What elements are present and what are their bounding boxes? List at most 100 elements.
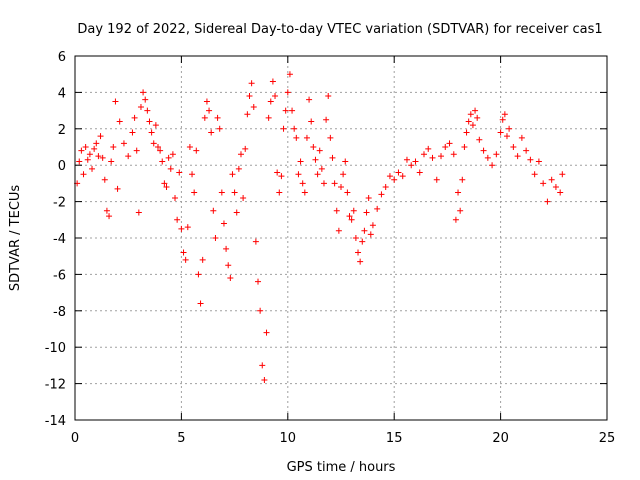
data-point (374, 205, 381, 212)
y-tick-label: -2 (53, 196, 66, 211)
data-point (355, 249, 362, 256)
data-point (216, 125, 223, 132)
data-point (559, 171, 566, 178)
data-point (535, 158, 542, 165)
data-point (201, 114, 208, 121)
data-point (152, 122, 159, 129)
data-point (278, 173, 285, 180)
data-point (280, 125, 287, 132)
data-point (263, 329, 270, 336)
data-point (446, 140, 453, 147)
data-point (248, 80, 255, 87)
data-point (206, 107, 213, 114)
data-point (242, 145, 249, 152)
data-point (178, 225, 185, 232)
data-point (135, 209, 142, 216)
data-point (142, 96, 149, 103)
data-point (146, 118, 153, 125)
data-point (140, 89, 147, 96)
data-point (306, 96, 313, 103)
x-tick-label: 0 (71, 431, 79, 446)
data-point (467, 111, 474, 118)
data-point (403, 156, 410, 163)
axis-ticks: 0 5 10 15 20 25 -14 -12 -10 -8 -6 -4 -2 0 2 4 6 (45, 50, 616, 446)
data-point (157, 147, 164, 154)
data-point (333, 207, 340, 214)
data-point (408, 162, 415, 169)
data-point (120, 140, 127, 147)
data-point (416, 169, 423, 176)
data-point (476, 136, 483, 143)
data-point (154, 144, 161, 150)
data-point (203, 98, 210, 105)
data-point (210, 207, 217, 214)
data-point (497, 129, 504, 136)
data-point (108, 158, 115, 165)
data-point (465, 118, 472, 125)
data-point (469, 122, 476, 129)
data-point (82, 144, 89, 150)
data-point (199, 256, 206, 263)
data-point (316, 147, 323, 154)
x-tick-label: 5 (177, 431, 185, 446)
data-point (363, 209, 370, 216)
data-point (493, 151, 500, 158)
data-point (252, 238, 259, 245)
data-point (267, 98, 274, 105)
y-tick-label: -8 (53, 305, 66, 320)
data-point (303, 134, 310, 141)
data-point (544, 198, 551, 205)
data-point (218, 189, 225, 196)
data-point (552, 184, 559, 191)
data-point (450, 151, 457, 158)
data-point (301, 189, 308, 196)
data-point (461, 144, 468, 150)
data-point (420, 151, 427, 158)
data-point (514, 153, 521, 160)
data-point (212, 235, 219, 241)
data-point (295, 171, 302, 178)
data-point (231, 189, 238, 196)
data-point (425, 145, 432, 152)
data-point (359, 238, 366, 245)
data-point (412, 158, 419, 165)
data-point (131, 114, 138, 121)
data-point (197, 300, 204, 307)
data-point (299, 180, 306, 187)
data-point (540, 180, 547, 187)
data-point (133, 147, 140, 154)
data-point (338, 184, 344, 191)
x-tick-label: 15 (386, 431, 403, 446)
data-point (463, 129, 470, 136)
data-point (137, 103, 144, 110)
data-point (327, 134, 334, 141)
data-point (365, 194, 372, 201)
data-point (261, 376, 268, 383)
data-point (318, 165, 325, 172)
data-point (489, 162, 496, 169)
data-point (233, 209, 240, 216)
data-point (527, 156, 534, 163)
data-point (291, 125, 298, 132)
y-tick-label: -14 (45, 414, 66, 429)
data-point (331, 180, 338, 187)
data-point (97, 133, 104, 140)
data-point (457, 207, 464, 214)
data-point (510, 144, 517, 150)
data-point (310, 144, 317, 150)
data-point (237, 151, 244, 158)
data-point (506, 125, 513, 132)
data-point (320, 180, 327, 187)
data-point (195, 271, 202, 278)
x-tick-label: 25 (599, 431, 616, 446)
data-point (214, 114, 221, 121)
data-point (89, 165, 96, 172)
data-point (312, 156, 319, 163)
data-point (91, 145, 98, 152)
data-point (438, 153, 445, 160)
data-point (189, 171, 196, 178)
data-point (229, 171, 236, 178)
data-point (314, 171, 321, 178)
y-tick-label: -12 (45, 378, 66, 393)
